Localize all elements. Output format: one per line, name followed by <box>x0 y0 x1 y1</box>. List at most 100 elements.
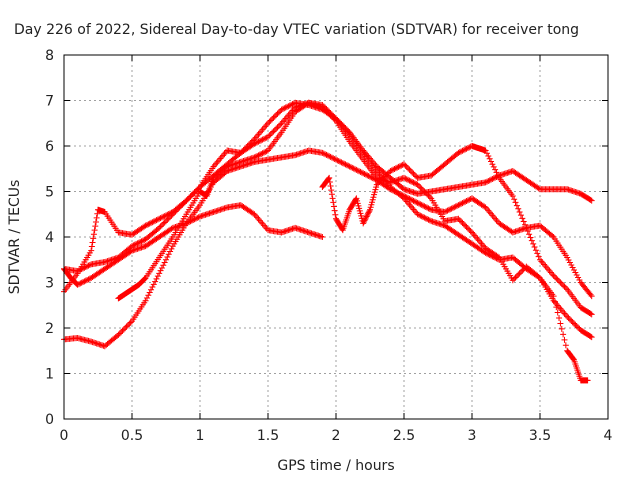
data-point <box>130 242 137 249</box>
data-point <box>148 219 155 226</box>
data-point <box>236 150 243 157</box>
data-point <box>255 138 262 145</box>
data-point <box>422 215 429 222</box>
data-point <box>485 178 492 185</box>
data-point <box>406 201 413 208</box>
data-point <box>516 270 523 277</box>
data-point <box>486 155 493 162</box>
data-point <box>152 278 159 285</box>
data-point <box>564 254 571 261</box>
data-point <box>156 215 163 222</box>
data-point <box>527 234 534 241</box>
data-point <box>462 198 469 205</box>
data-point <box>183 220 190 227</box>
data-point <box>282 115 289 122</box>
data-point <box>131 241 138 248</box>
data-point <box>138 238 145 245</box>
data-point <box>89 239 96 246</box>
data-point <box>447 206 454 213</box>
data-point <box>167 248 174 255</box>
data-point <box>553 275 560 282</box>
data-point <box>489 212 496 219</box>
data-point <box>158 222 165 229</box>
data-point <box>517 269 524 276</box>
data-point <box>588 334 595 341</box>
data-point <box>343 162 350 169</box>
data-point <box>75 281 82 288</box>
data-point <box>114 332 121 339</box>
data-point <box>570 355 577 362</box>
data-point <box>565 314 572 321</box>
data-point <box>289 101 296 108</box>
data-point <box>252 153 259 160</box>
plot-frame <box>63 54 609 420</box>
data-point <box>485 207 492 214</box>
data-point <box>565 256 572 263</box>
data-point <box>163 256 169 263</box>
data-point <box>330 203 337 210</box>
data-point <box>466 144 473 151</box>
data-point <box>265 133 271 140</box>
data-point <box>330 199 337 206</box>
data-point <box>214 158 221 165</box>
data-point <box>169 211 176 218</box>
data-point <box>401 161 407 168</box>
data-point <box>145 292 152 299</box>
data-point <box>161 213 168 220</box>
data-point <box>535 273 542 280</box>
data-point <box>562 312 569 319</box>
data-point <box>522 221 529 228</box>
data-point <box>326 111 333 118</box>
data-point <box>80 279 87 286</box>
data-point <box>85 262 92 269</box>
data-point <box>158 214 165 221</box>
data-point <box>256 151 263 158</box>
data-point <box>509 193 516 200</box>
data-point <box>284 113 291 120</box>
data-point <box>177 203 184 210</box>
data-point <box>364 210 371 217</box>
data-point <box>254 139 261 146</box>
data-point <box>277 121 284 128</box>
data-point <box>146 220 153 227</box>
data-point <box>243 144 250 151</box>
data-point <box>405 165 412 172</box>
data-point <box>168 212 175 219</box>
data-point <box>409 169 416 176</box>
data-point <box>471 232 478 239</box>
data-point <box>376 178 383 185</box>
data-point <box>157 223 164 230</box>
data-point <box>186 218 193 225</box>
data-point <box>332 211 339 218</box>
data-point <box>320 150 327 157</box>
data-point <box>371 189 378 196</box>
data-point <box>486 209 493 216</box>
data-point <box>551 298 558 305</box>
data-point <box>338 159 345 166</box>
data-point <box>217 155 224 162</box>
data-point <box>415 200 422 207</box>
data-point <box>511 196 518 203</box>
data-point <box>448 205 455 212</box>
data-point <box>569 319 576 326</box>
data-point <box>519 215 526 222</box>
data-point <box>556 314 563 321</box>
data-point <box>460 221 467 228</box>
data-point <box>417 212 424 219</box>
data-point <box>368 201 375 208</box>
data-point <box>459 147 466 154</box>
data-point <box>576 276 583 283</box>
data-point <box>422 189 429 196</box>
data-point <box>335 158 342 165</box>
data-point <box>91 227 98 234</box>
data-point <box>145 221 152 228</box>
data-point <box>515 205 522 212</box>
data-point <box>122 325 129 331</box>
data-point <box>258 219 265 226</box>
data-point <box>345 162 352 169</box>
data-point <box>146 289 153 296</box>
data-point <box>324 109 331 116</box>
axis-ticks: 0 0.5 1 1.5 2 2.5 3 3.5 4 0 1 2 3 4 5 6 7 8 <box>45 48 612 444</box>
data-point <box>275 122 282 129</box>
data-point <box>126 320 133 327</box>
